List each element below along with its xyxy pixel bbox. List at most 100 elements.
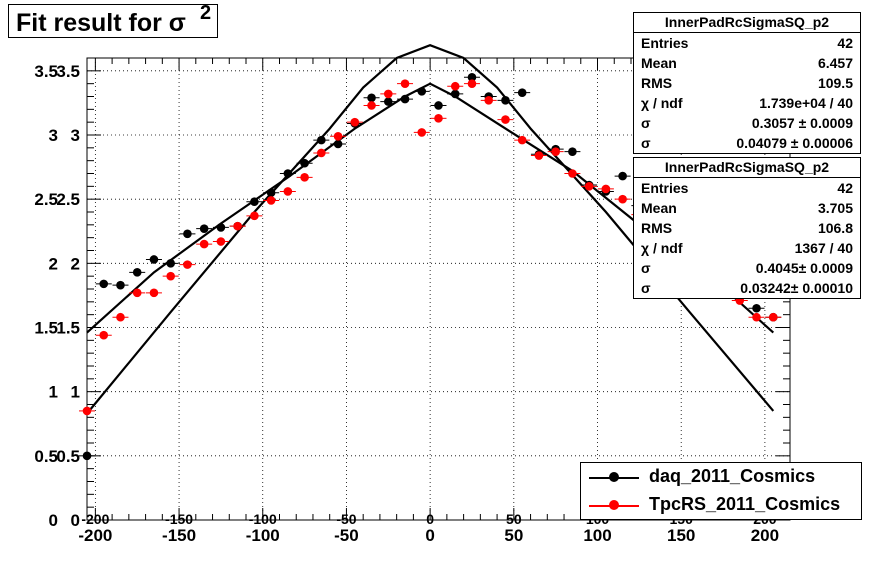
legend-label: daq_2011_Cosmics bbox=[649, 466, 816, 486]
y-tick-label: 2.5 bbox=[56, 190, 80, 209]
data-point bbox=[333, 139, 343, 149]
stats-row: σ 0.03242± 0.00010 bbox=[634, 278, 860, 298]
stats-row: σ 0.3057 ± 0.0009 bbox=[634, 113, 860, 133]
legend-marker bbox=[609, 472, 619, 482]
y-tick-label-outer: 3 bbox=[49, 126, 58, 145]
stats-label: σ bbox=[641, 280, 651, 296]
data-point bbox=[752, 312, 761, 322]
x-tick-label-inner: 0 bbox=[426, 511, 434, 527]
x-tick-label-inner: -200 bbox=[81, 511, 109, 527]
x-tick-label: -50 bbox=[334, 526, 359, 545]
stats-label: Entries bbox=[641, 35, 689, 51]
data-points bbox=[79, 72, 782, 461]
x-tick-label-inner: -150 bbox=[165, 511, 193, 527]
stats-value: 1.739e+04 / 40 bbox=[759, 95, 853, 111]
chart-title-superscript: 2 bbox=[200, 2, 212, 24]
data-point bbox=[317, 135, 326, 145]
data-point bbox=[434, 114, 443, 123]
data-point bbox=[317, 148, 326, 158]
data-point bbox=[467, 72, 477, 82]
stats-label: RMS bbox=[641, 75, 673, 91]
x-tick-label: 200 bbox=[751, 526, 779, 545]
x-tick-label: 100 bbox=[583, 526, 611, 545]
stats-value: 1367 / 40 bbox=[794, 240, 853, 256]
chart-title: Fit result for σ 2 bbox=[8, 2, 218, 38]
data-point bbox=[250, 211, 259, 221]
data-point bbox=[199, 224, 209, 233]
data-point bbox=[82, 406, 92, 416]
x-tick-label-inner: -100 bbox=[249, 511, 277, 527]
legend-marker bbox=[609, 500, 619, 510]
y-tick-label-outer: 0 bbox=[49, 511, 58, 530]
stats-value: 42 bbox=[837, 35, 853, 51]
data-point bbox=[199, 239, 209, 249]
data-point bbox=[166, 259, 175, 268]
data-point bbox=[768, 312, 778, 322]
data-point bbox=[149, 255, 159, 264]
data-point bbox=[250, 197, 259, 207]
x-tick-label: 50 bbox=[504, 526, 523, 545]
stats-row: σ 0.4045± 0.0009 bbox=[634, 258, 860, 278]
stats-box-title: InnerPadRcSigmaSQ_p2 bbox=[634, 13, 860, 33]
data-point bbox=[266, 196, 276, 205]
data-point bbox=[82, 451, 92, 461]
stats-label: χ / ndf bbox=[641, 95, 683, 111]
data-point bbox=[300, 173, 309, 182]
y-tick-label: 1.5 bbox=[56, 319, 80, 338]
data-point bbox=[584, 182, 594, 191]
data-point bbox=[568, 147, 577, 156]
stats-value: 0.03242± 0.00010 bbox=[740, 280, 853, 296]
x-tick-label: 0 bbox=[425, 526, 434, 545]
stats-label: σ bbox=[641, 260, 651, 276]
stats-row: Entries 42 bbox=[634, 33, 860, 53]
y-tick-label: 3.5 bbox=[56, 62, 80, 81]
y-tick-label: 1 bbox=[71, 383, 80, 402]
data-point bbox=[517, 88, 527, 97]
data-point bbox=[233, 221, 242, 231]
stats-box-daq: InnerPadRcSigmaSQ_p2 Entries 42 Mean 6.457… bbox=[633, 12, 861, 154]
data-point bbox=[99, 330, 109, 340]
legend-entry-daq: daq_2011_Cosmics bbox=[581, 463, 861, 491]
stats-row: Mean 3.705 bbox=[634, 198, 860, 218]
stats-row: Entries 42 bbox=[634, 178, 860, 198]
stats-label: Mean bbox=[641, 55, 677, 71]
data-point bbox=[300, 158, 309, 168]
stats-box-title: InnerPadRcSigmaSQ_p2 bbox=[634, 158, 860, 178]
legend: daq_2011_Cosmics TpcRS_2011_Cosmics bbox=[580, 462, 862, 520]
data-point bbox=[367, 101, 376, 110]
y-tick-label-outer: 1.5 bbox=[34, 319, 58, 338]
x-tick-label-inner: 50 bbox=[506, 511, 522, 527]
data-point bbox=[266, 188, 276, 198]
stats-label: Entries bbox=[641, 180, 689, 196]
x-tick-label: -100 bbox=[246, 526, 280, 545]
data-point bbox=[283, 187, 293, 196]
data-point bbox=[216, 223, 226, 232]
x-tick-label: -150 bbox=[162, 526, 196, 545]
y-tick-label-outer: 0.5 bbox=[34, 447, 58, 466]
y-tick-label-outer: 2 bbox=[49, 254, 58, 273]
stats-value: 6.457 bbox=[817, 55, 853, 71]
data-point bbox=[216, 237, 226, 246]
data-point bbox=[383, 97, 393, 106]
stats-value: 109.5 bbox=[817, 75, 853, 91]
data-point bbox=[149, 288, 159, 298]
data-point bbox=[752, 303, 761, 313]
data-point bbox=[618, 171, 627, 181]
data-point bbox=[283, 169, 293, 178]
stats-value: 0.3057 ± 0.0009 bbox=[751, 115, 853, 131]
stats-value: 42 bbox=[837, 180, 853, 196]
y-tick-label: 2 bbox=[71, 254, 80, 273]
stats-box-tpcrs: InnerPadRcSigmaSQ_p2 Entries 42 Mean 3.705… bbox=[633, 157, 861, 299]
data-point bbox=[350, 117, 360, 127]
chart-title-text: Fit result for σ bbox=[16, 9, 186, 37]
data-point bbox=[517, 135, 527, 145]
data-point bbox=[417, 128, 427, 137]
data-point bbox=[551, 147, 560, 156]
legend-label: TpcRS_2011_Cosmics bbox=[649, 494, 841, 514]
y-tick-label-outer: 1 bbox=[49, 383, 58, 402]
data-point bbox=[132, 288, 142, 298]
data-point bbox=[183, 260, 192, 269]
data-point bbox=[132, 268, 142, 277]
y-tick-label: 0 bbox=[71, 511, 80, 530]
